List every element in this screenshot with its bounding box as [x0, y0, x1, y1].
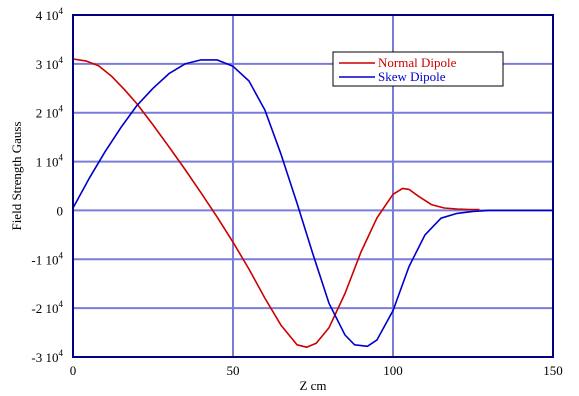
y-tick-label: -3 104 [31, 348, 63, 365]
x-tick-label: 0 [70, 363, 77, 378]
y-tick-label: 0 [57, 203, 64, 218]
series-lines [72, 58, 553, 349]
x-tick-label: 50 [227, 363, 240, 378]
y-axis-label: Field Strength Gauss [9, 121, 24, 230]
x-tick-label: 100 [383, 363, 403, 378]
y-tick-label: -2 104 [31, 299, 63, 316]
x-tick-label: 150 [543, 363, 563, 378]
x-axis-label: Z cm [299, 378, 326, 393]
series-line-normal-dipole [72, 58, 480, 349]
legend-label-normal-dipole: Normal Dipole [378, 55, 457, 70]
legend-box [332, 51, 504, 87]
y-tick-label: 1 104 [36, 153, 64, 170]
x-tick-labels: 0 50 100 150 [70, 363, 563, 378]
legend: Normal Dipole Skew Dipole [332, 51, 504, 87]
y-tick-label: 4 104 [36, 6, 64, 23]
plot-frame [72, 14, 554, 358]
y-tick-labels: 4 104 3 104 2 104 1 104 0 -1 104 -2 104 -3 104 [31, 6, 63, 365]
y-tick-label: 2 104 [36, 104, 64, 121]
legend-label-skew-dipole: Skew Dipole [378, 69, 446, 84]
y-tick-label: -1 104 [31, 250, 63, 267]
series-line-skew-dipole [72, 59, 553, 348]
y-tick-label: 3 104 [36, 55, 64, 72]
